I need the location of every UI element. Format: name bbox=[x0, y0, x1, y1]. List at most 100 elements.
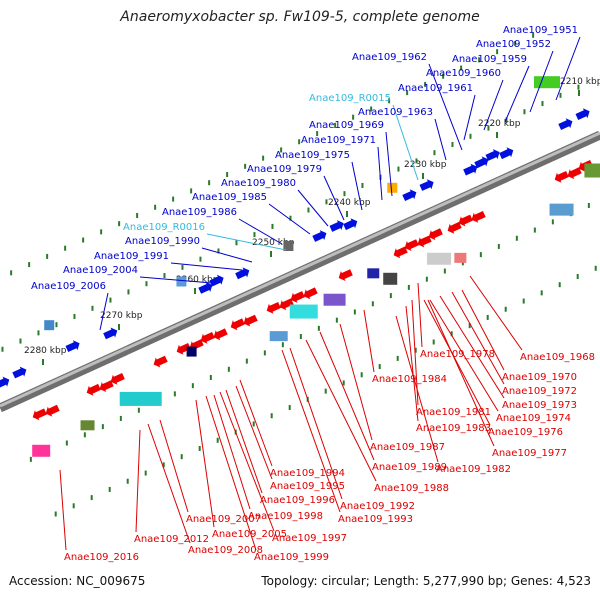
kbp-tick-mark bbox=[422, 173, 424, 179]
tick-mark bbox=[91, 305, 94, 311]
forward-gene-arrow bbox=[235, 267, 250, 280]
tick-mark bbox=[316, 131, 319, 137]
leader-line bbox=[195, 399, 215, 528]
leader-line bbox=[201, 247, 253, 263]
reverse-gene-arrow bbox=[338, 269, 353, 281]
leader-line bbox=[339, 323, 373, 441]
tick-mark bbox=[270, 413, 273, 419]
gene-label: Anae109_1996 bbox=[260, 495, 335, 506]
leader-line bbox=[423, 299, 491, 426]
reverse-gene-arrow bbox=[428, 228, 443, 241]
map-title: Anaeromyxobacter sp. Fw109-5, complete g… bbox=[120, 9, 480, 25]
leader-line bbox=[427, 299, 495, 447]
reverse-gene-arrow bbox=[303, 287, 318, 300]
gene-label: Anae109_1980 bbox=[221, 178, 296, 189]
tick-mark bbox=[191, 383, 194, 389]
tick-mark bbox=[127, 289, 130, 295]
tick-mark bbox=[227, 366, 230, 372]
tick-mark bbox=[252, 421, 255, 427]
reverse-gene-arrow bbox=[45, 404, 60, 417]
tick-mark bbox=[406, 90, 409, 96]
reverse-gene-arrow bbox=[86, 383, 101, 396]
tick-mark bbox=[263, 350, 266, 356]
tick-mark bbox=[173, 391, 176, 397]
leader-line bbox=[170, 262, 243, 271]
tick-mark bbox=[587, 202, 590, 208]
gene-label: Anae109_1968 bbox=[520, 352, 595, 363]
gene-label: Anae109_1993 bbox=[338, 514, 413, 525]
leader-line bbox=[483, 79, 504, 131]
tick-mark bbox=[109, 297, 112, 303]
gene-label: Anae109_1988 bbox=[374, 483, 449, 494]
gene-label: Anae109_1952 bbox=[476, 39, 551, 50]
tick-mark bbox=[100, 229, 103, 235]
accession-label: Accession: NC_009675 bbox=[9, 574, 146, 588]
tick-mark bbox=[324, 388, 327, 394]
genome-backbone bbox=[0, 130, 600, 413]
gene-label: Anae109_1971 bbox=[301, 135, 376, 146]
forward-gene-arrow bbox=[209, 274, 224, 287]
tick-mark bbox=[126, 478, 129, 484]
tick-mark bbox=[226, 172, 229, 178]
leader-line bbox=[363, 309, 375, 373]
gene-label: Anae109_1987 bbox=[370, 442, 445, 453]
feature-block bbox=[387, 182, 398, 193]
leader-line bbox=[463, 94, 476, 141]
forward-gene-arrow bbox=[198, 282, 213, 294]
gene-label: Anae109_1998 bbox=[248, 511, 323, 522]
genome-summary: Topology: circular; Length: 5,277,990 bp… bbox=[261, 574, 591, 588]
tick-mark bbox=[83, 432, 86, 438]
tick-mark bbox=[216, 437, 219, 443]
tick-mark bbox=[217, 248, 220, 254]
leader-line bbox=[305, 339, 377, 482]
gene-label: Anae109_1974 bbox=[496, 413, 571, 424]
gene-label: Anae109_R0015 bbox=[309, 93, 391, 104]
leader-line bbox=[385, 131, 393, 197]
tick-mark bbox=[253, 232, 256, 238]
reverse-gene-arrow bbox=[393, 246, 408, 259]
gene-label: Anae109_2016 bbox=[64, 552, 139, 563]
tick-mark bbox=[442, 73, 445, 79]
tick-mark bbox=[119, 415, 122, 421]
tick-mark bbox=[82, 237, 85, 243]
kbp-tick-mark bbox=[578, 90, 580, 96]
tick-mark bbox=[55, 322, 58, 328]
forward-gene-arrow bbox=[12, 366, 27, 379]
reverse-gene-arrow bbox=[99, 380, 114, 392]
tick-mark bbox=[514, 40, 517, 46]
tick-mark bbox=[163, 273, 166, 279]
tick-mark bbox=[424, 81, 427, 87]
tick-mark bbox=[576, 273, 579, 279]
kbp-tick-label: 2270 kbp bbox=[100, 311, 143, 321]
leader-line bbox=[205, 395, 257, 551]
tick-mark bbox=[407, 284, 410, 290]
leader-line bbox=[429, 299, 499, 412]
feature-block bbox=[323, 293, 346, 306]
reverse-gene-arrow bbox=[404, 239, 419, 251]
tick-mark bbox=[361, 182, 364, 188]
leader-line bbox=[147, 423, 191, 544]
kbp-tick-label: 2250 kbp bbox=[252, 238, 295, 248]
feature-block bbox=[44, 320, 55, 331]
feature-block bbox=[549, 203, 574, 216]
tick-mark bbox=[1, 346, 4, 352]
tick-mark bbox=[370, 106, 373, 112]
tick-mark bbox=[487, 125, 490, 131]
gene-label: Anae109_2008 bbox=[188, 545, 263, 556]
tick-mark bbox=[558, 282, 561, 288]
leader-line bbox=[297, 189, 329, 227]
gene-label: Anae109_1984 bbox=[372, 374, 447, 385]
tick-mark bbox=[353, 309, 356, 315]
kbp-tick-mark bbox=[118, 324, 120, 330]
gene-label: Anae109_1983 bbox=[416, 423, 491, 434]
forward-gene-arrow bbox=[343, 218, 358, 231]
leader-line bbox=[529, 50, 554, 113]
feature-block bbox=[283, 241, 294, 252]
tick-mark bbox=[425, 276, 428, 282]
tick-mark bbox=[335, 317, 338, 323]
kbp-tick-mark bbox=[270, 251, 272, 257]
gene-label: Anae109_1959 bbox=[452, 54, 527, 65]
leader-line bbox=[555, 36, 581, 101]
tick-mark bbox=[298, 139, 301, 145]
tick-mark bbox=[433, 150, 436, 156]
